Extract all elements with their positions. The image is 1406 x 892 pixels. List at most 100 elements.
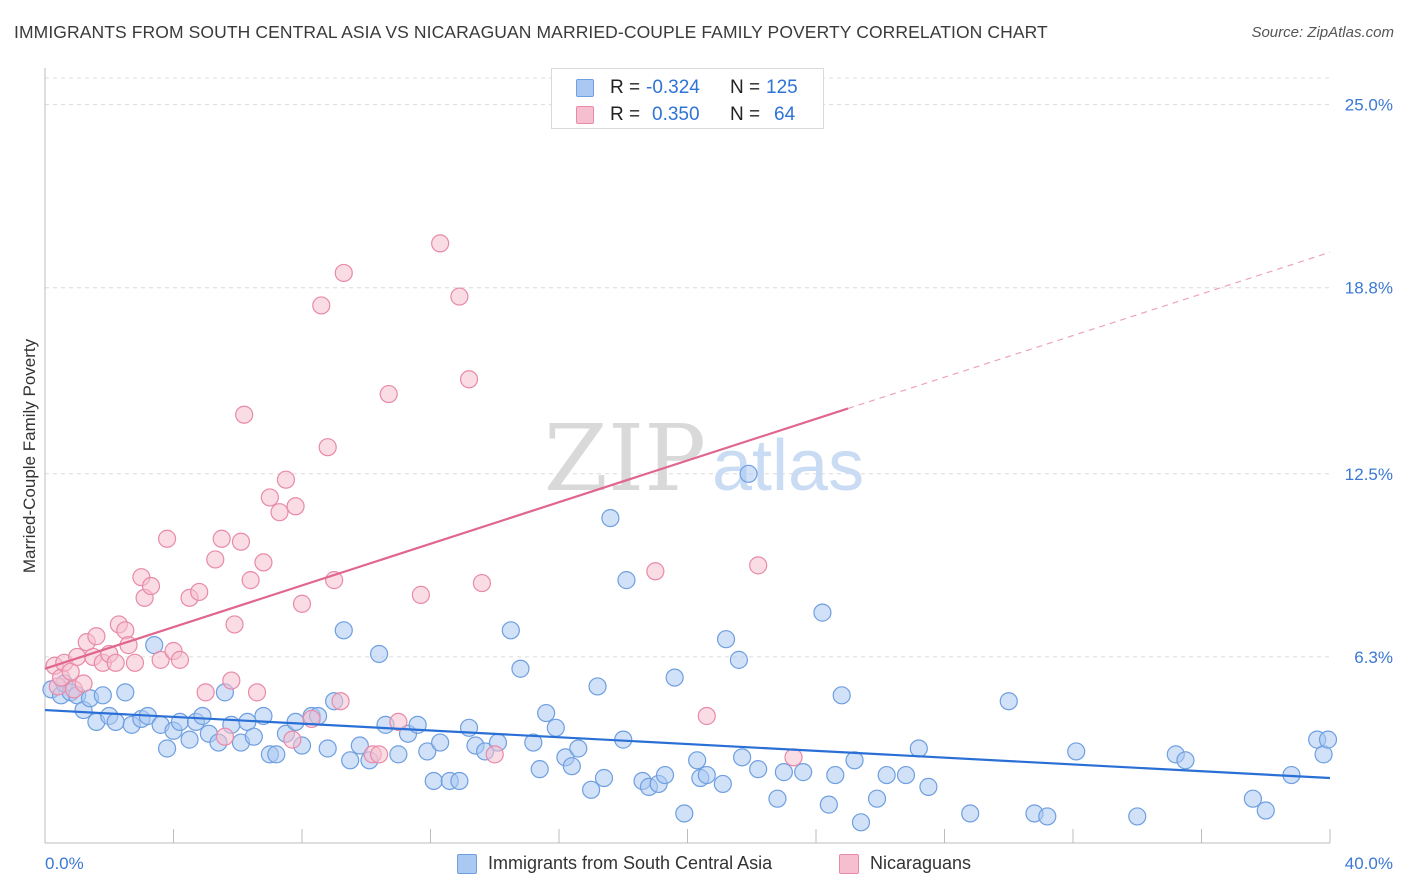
- trend-line-dashed: [847, 251, 1331, 410]
- data-point: [530, 760, 549, 779]
- data-point: [675, 804, 694, 823]
- data-point: [1318, 730, 1338, 749]
- legend-n-value: 125: [766, 77, 798, 98]
- legend-n-value: 64: [774, 104, 796, 125]
- data-point: [697, 765, 716, 785]
- data-point: [411, 585, 430, 604]
- data-point: [794, 763, 813, 782]
- x-tick-label-min: 0.0%: [45, 854, 84, 873]
- data-point: [157, 739, 177, 758]
- data-point: [845, 751, 864, 770]
- data-point: [379, 384, 398, 404]
- legend-swatch-pink: [576, 106, 594, 124]
- data-point: [312, 296, 331, 315]
- data-point: [768, 789, 787, 808]
- data-point: [749, 556, 768, 575]
- data-point: [472, 573, 491, 593]
- data-point: [151, 650, 170, 669]
- legend-swatch-immigrants: [457, 854, 477, 874]
- data-point: [212, 529, 231, 548]
- legend-r-label: R =: [610, 104, 641, 125]
- legend-swatch-nicaraguans: [839, 854, 859, 874]
- data-point: [286, 712, 305, 731]
- data-point: [260, 488, 279, 507]
- legend-swatch-blue: [576, 79, 594, 97]
- series-immigrants: [42, 464, 1338, 832]
- data-point: [196, 683, 215, 702]
- legend-label-nicaraguans: Nicaraguans: [870, 853, 972, 873]
- data-point: [334, 263, 353, 283]
- data-point: [431, 733, 450, 752]
- data-point: [450, 287, 469, 306]
- data-point: [1038, 807, 1057, 826]
- data-point: [826, 765, 845, 785]
- data-point: [562, 757, 581, 776]
- data-point: [418, 742, 437, 761]
- data-point: [832, 686, 851, 705]
- data-point: [919, 777, 938, 796]
- y-tick-label: 25.0%: [1345, 96, 1393, 115]
- data-point: [774, 763, 793, 782]
- data-point: [170, 650, 190, 669]
- tick-labels: 6.3% 12.5% 18.8% 25.0% 0.0% 40.0%: [45, 96, 1393, 873]
- legend-r-label: R =: [610, 77, 641, 98]
- data-point: [697, 706, 716, 726]
- data-point: [370, 644, 389, 664]
- x-tick-label-max: 40.0%: [1345, 854, 1393, 873]
- series-nicaraguans: [45, 234, 803, 767]
- data-point: [739, 464, 758, 483]
- y-tick-label: 6.3%: [1354, 648, 1393, 667]
- data-point: [867, 789, 887, 808]
- legend-n-label: N =: [730, 104, 761, 125]
- legend-r-value: -0.324: [646, 77, 700, 98]
- data-point: [729, 650, 749, 669]
- data-point: [157, 529, 177, 548]
- data-point: [733, 748, 752, 767]
- data-point: [93, 686, 112, 705]
- data-point: [334, 621, 353, 640]
- legend-label-immigrants: Immigrants from South Central Asia: [488, 853, 773, 873]
- watermark-zip: ZIP: [544, 405, 706, 512]
- data-point: [588, 677, 607, 696]
- data-point: [254, 706, 273, 726]
- data-point: [716, 630, 736, 649]
- data-point: [594, 768, 614, 788]
- data-point: [193, 706, 212, 726]
- data-point: [190, 582, 209, 602]
- data-point: [116, 683, 135, 702]
- data-point: [225, 615, 244, 634]
- data-point: [1243, 789, 1263, 808]
- data-point: [286, 497, 305, 516]
- data-point: [318, 438, 337, 457]
- data-point: [389, 745, 408, 764]
- data-point: [244, 727, 263, 746]
- data-point: [601, 508, 620, 528]
- data-point: [292, 594, 312, 613]
- source-label: Source: ZipAtlas.com: [1251, 24, 1394, 41]
- data-point: [617, 571, 636, 590]
- data-point: [276, 470, 296, 489]
- data-point: [688, 751, 707, 770]
- data-point: [896, 765, 916, 785]
- data-point: [877, 765, 896, 785]
- data-point: [106, 712, 125, 731]
- data-point: [215, 727, 234, 746]
- data-point: [569, 739, 588, 758]
- data-point: [431, 234, 450, 253]
- data-point: [141, 576, 161, 596]
- data-point: [74, 674, 93, 693]
- legend-n-label: N =: [730, 77, 761, 98]
- y-tick-label: 18.8%: [1345, 279, 1393, 298]
- data-point: [222, 671, 241, 690]
- data-point: [813, 603, 832, 622]
- trend-line-solid: [44, 708, 1331, 780]
- data-point: [318, 739, 337, 758]
- data-point: [582, 780, 601, 799]
- data-point: [646, 562, 665, 581]
- data-point: [459, 370, 479, 389]
- data-point: [713, 774, 732, 794]
- data-point: [254, 553, 273, 572]
- data-point: [1067, 742, 1086, 761]
- grid-lines: [45, 77, 1330, 658]
